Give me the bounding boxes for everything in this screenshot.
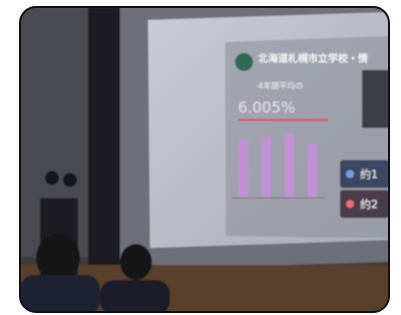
slide-title: 北海道札幌市立学校・情 (258, 52, 368, 65)
slide-figure: 6.005% (238, 99, 295, 117)
slide-subtitle: 4年間平均の (258, 81, 303, 91)
slide-bar (262, 137, 271, 198)
icon (346, 170, 354, 178)
audience-head (36, 234, 80, 282)
person (45, 171, 59, 185)
slide-note: 約2 (360, 197, 378, 211)
audience-body (100, 280, 170, 315)
slide-note: 約1 (360, 167, 378, 181)
audience-head (120, 244, 152, 280)
logo (235, 53, 253, 71)
person (63, 173, 77, 187)
slide-bar (308, 144, 317, 198)
page: 北海道札幌市立学校・情 4年間平均の 6.005% 約1 約2 (() => {… (0, 0, 401, 315)
slide-bar (285, 134, 294, 198)
audience-body (20, 275, 100, 315)
slide-bar (239, 140, 248, 198)
pillar (88, 7, 120, 277)
photo: 北海道札幌市立学校・情 4年間平均の 6.005% 約1 約2 (0, 0, 401, 315)
slide-photo (362, 70, 389, 128)
icon (346, 200, 354, 208)
scene: 北海道札幌市立学校・情 4年間平均の 6.005% 約1 約2 (20, 7, 389, 315)
